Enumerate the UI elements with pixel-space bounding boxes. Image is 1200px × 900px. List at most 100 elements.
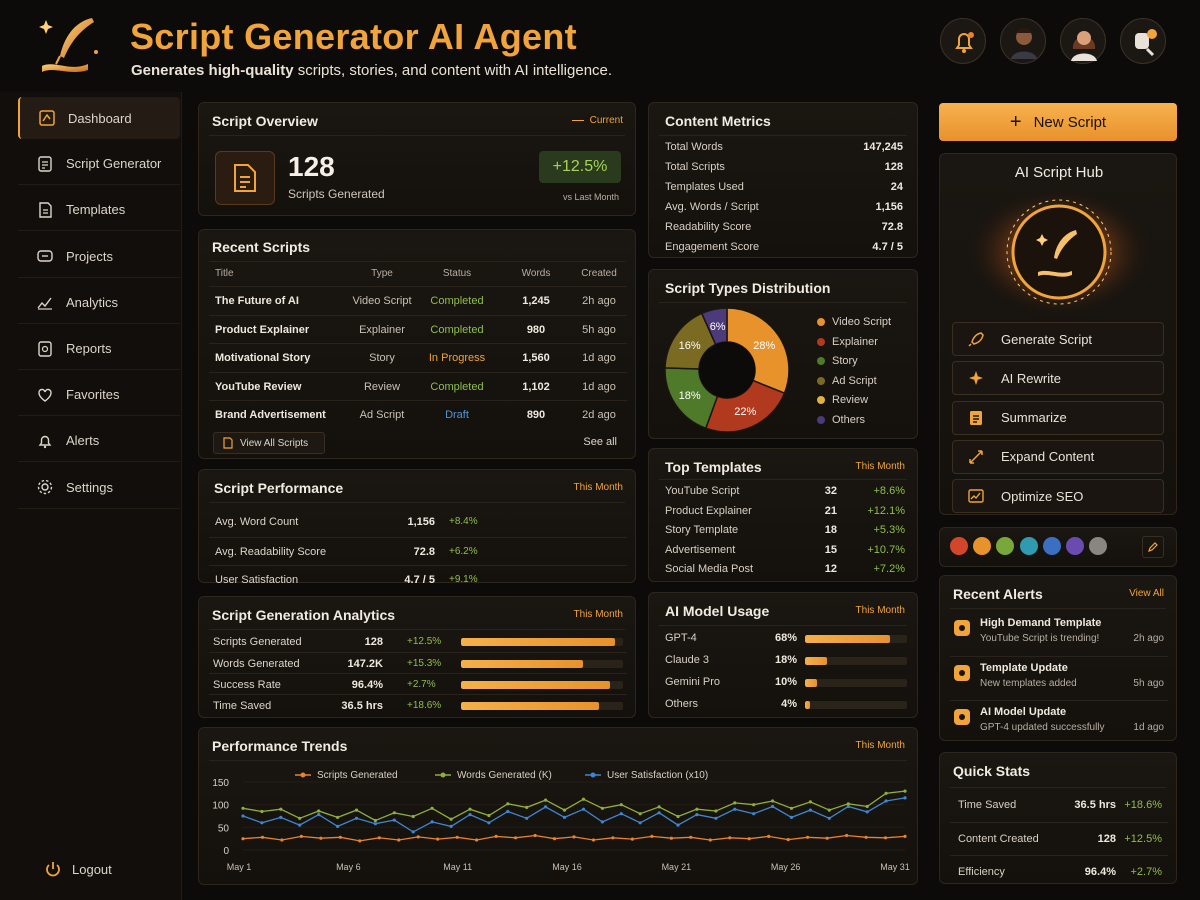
data-point[interactable]	[392, 818, 396, 822]
data-point[interactable]	[411, 814, 415, 819]
data-point[interactable]	[657, 805, 661, 809]
data-point[interactable]	[669, 836, 673, 840]
data-point[interactable]	[260, 821, 264, 825]
sidebar-item-templates[interactable]: Templates	[18, 189, 180, 232]
hub-tool-expand-content[interactable]: Expand Content	[952, 439, 1164, 474]
sidebar-item-favorites[interactable]: Favorites	[18, 374, 180, 417]
color-swatch[interactable]	[1042, 537, 1061, 555]
hub-tool-optimize-seo[interactable]: Optimize SEO	[952, 479, 1164, 514]
data-point[interactable]	[358, 839, 362, 843]
data-point[interactable]	[241, 814, 245, 818]
data-point[interactable]	[373, 822, 377, 826]
data-point[interactable]	[903, 796, 907, 800]
data-point[interactable]	[806, 835, 810, 839]
data-point[interactable]	[728, 836, 732, 840]
data-point[interactable]	[638, 821, 642, 825]
color-swatch[interactable]	[1089, 537, 1108, 555]
data-point[interactable]	[468, 807, 472, 811]
data-point[interactable]	[487, 821, 491, 825]
data-point[interactable]	[708, 838, 712, 842]
hub-tool-generate-script[interactable]: Generate Script	[952, 322, 1164, 356]
legend-item[interactable]: Explainer	[817, 336, 878, 348]
data-point[interactable]	[591, 838, 596, 842]
data-point[interactable]	[336, 824, 340, 828]
sidebar-item-reports[interactable]: Reports	[18, 328, 180, 370]
data-point[interactable]	[714, 809, 718, 813]
column-header[interactable]: Title	[215, 268, 234, 279]
avatar-man[interactable]	[1000, 18, 1046, 64]
data-point[interactable]	[827, 808, 831, 812]
data-point[interactable]	[280, 838, 284, 842]
data-point[interactable]	[544, 798, 548, 802]
data-point[interactable]	[581, 807, 586, 811]
data-point[interactable]	[392, 811, 396, 815]
color-swatch[interactable]	[1066, 537, 1084, 555]
data-point[interactable]	[397, 838, 401, 842]
data-point[interactable]	[299, 834, 303, 838]
data-point[interactable]	[767, 834, 771, 838]
column-header[interactable]: Status	[442, 268, 472, 279]
legend-item[interactable]: Story	[817, 355, 858, 367]
data-point[interactable]	[786, 838, 790, 842]
sidebar-item-settings[interactable]: Settings	[18, 467, 180, 509]
sidebar-item-alerts[interactable]: Alerts	[18, 420, 180, 463]
data-point[interactable]	[544, 805, 548, 809]
data-point[interactable]	[416, 835, 420, 839]
data-point[interactable]	[808, 800, 813, 804]
data-point[interactable]	[733, 801, 737, 805]
data-point[interactable]	[506, 802, 510, 806]
data-point[interactable]	[676, 823, 680, 827]
data-point[interactable]	[789, 806, 794, 810]
avatar-robot[interactable]	[1120, 18, 1166, 64]
data-point[interactable]	[611, 836, 615, 840]
data-point[interactable]	[430, 820, 434, 824]
data-point[interactable]	[241, 837, 245, 841]
data-point[interactable]	[630, 837, 634, 841]
alert-item[interactable]: Template Update New templates added 5h ago	[950, 656, 1168, 698]
data-point[interactable]	[695, 813, 699, 817]
data-point[interactable]	[865, 804, 869, 809]
data-point[interactable]	[298, 816, 302, 820]
data-point[interactable]	[884, 791, 888, 795]
data-point[interactable]	[884, 799, 888, 803]
data-point[interactable]	[581, 797, 586, 801]
sidebar-item-projects[interactable]: Projects	[18, 236, 180, 278]
data-point[interactable]	[525, 805, 529, 809]
data-point[interactable]	[279, 815, 283, 819]
avatar-woman[interactable]	[1060, 18, 1106, 64]
view-all-scripts-button[interactable]: View All Scripts	[213, 432, 325, 454]
data-point[interactable]	[562, 815, 567, 819]
data-point[interactable]	[317, 809, 321, 813]
data-point[interactable]	[771, 804, 775, 809]
data-point[interactable]	[455, 835, 459, 839]
data-point[interactable]	[865, 810, 869, 814]
sidebar-item-analytics[interactable]: Analytics	[18, 282, 180, 324]
data-point[interactable]	[619, 803, 623, 807]
data-point[interactable]	[260, 809, 264, 814]
data-point[interactable]	[525, 816, 529, 820]
data-point[interactable]	[572, 835, 576, 839]
data-point[interactable]	[377, 836, 381, 840]
data-point[interactable]	[808, 808, 813, 812]
table-row[interactable]: Motivational Story Story In Progress 1,560 1…	[209, 343, 627, 371]
data-point[interactable]	[336, 815, 340, 819]
color-swatch[interactable]	[996, 537, 1015, 555]
legend-item[interactable]: Review	[817, 394, 868, 406]
data-point[interactable]	[846, 804, 850, 809]
logout-button[interactable]: Logout	[44, 860, 112, 878]
data-point[interactable]	[317, 813, 321, 817]
data-point[interactable]	[494, 834, 498, 838]
data-point[interactable]	[319, 836, 323, 840]
table-row[interactable]: Brand Advertisement Ad Script Draft 890 2d a…	[209, 400, 627, 428]
data-point[interactable]	[600, 806, 604, 810]
alert-item[interactable]: AI Model Update GPT-4 updated successfull…	[950, 700, 1168, 742]
data-point[interactable]	[475, 838, 479, 842]
data-point[interactable]	[562, 808, 567, 812]
data-point[interactable]	[533, 833, 537, 838]
sidebar-item-script-generator[interactable]: Script Generator	[18, 143, 180, 186]
template-row[interactable]: Product Explainer 21 +12.1%	[659, 501, 909, 520]
legend-item[interactable]: Ad Script	[817, 375, 877, 387]
column-header[interactable]: Words	[521, 268, 551, 279]
data-point[interactable]	[771, 799, 775, 803]
data-point[interactable]	[241, 806, 245, 810]
